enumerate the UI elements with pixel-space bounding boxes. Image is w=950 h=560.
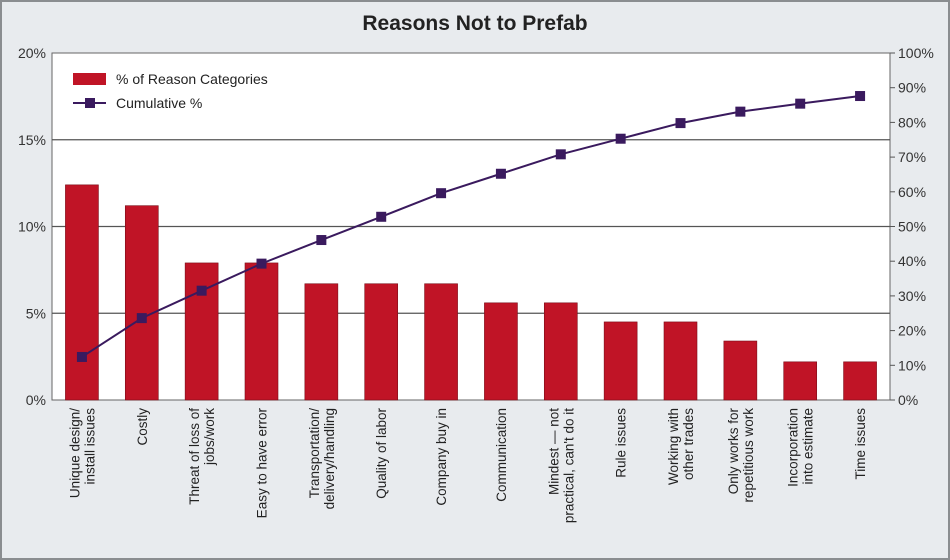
cumulative-marker xyxy=(735,106,746,117)
right-tick-label: 80% xyxy=(898,114,926,130)
cumulative-marker xyxy=(436,188,447,199)
x-tick-label: Costly xyxy=(135,408,150,446)
right-tick-label: 20% xyxy=(898,323,926,339)
x-tick-label: other trades xyxy=(681,408,696,480)
cumulative-line xyxy=(81,95,861,358)
x-tick-label: Only works for xyxy=(726,408,741,495)
left-tick-label: 0% xyxy=(26,392,46,408)
bar xyxy=(723,340,758,401)
x-tick-label: jobs/work xyxy=(202,408,217,466)
x-tick-label: Mindest — not xyxy=(546,408,561,495)
legend-marker-swatch xyxy=(85,98,95,108)
cumulative-marker xyxy=(136,313,147,324)
cumulative-marker xyxy=(376,211,387,222)
right-tick-label: 40% xyxy=(898,253,926,269)
cumulative-marker xyxy=(256,258,267,269)
legend-line-label: Cumulative % xyxy=(116,95,202,111)
x-tick-label: repetitious work xyxy=(741,408,756,503)
left-tick-label: 20% xyxy=(18,45,46,61)
chart-title: Reasons Not to Prefab xyxy=(362,12,588,35)
x-tick-label: into estimate xyxy=(801,408,816,485)
x-tick-label: Working with xyxy=(666,408,681,485)
x-tick-label: delivery/handling xyxy=(322,408,337,509)
x-tick-label: Incorporation xyxy=(786,408,801,487)
cumulative-marker xyxy=(555,149,566,160)
bar xyxy=(783,361,818,401)
cumulative-marker xyxy=(196,285,207,296)
cumulative-marker xyxy=(855,91,866,102)
bar xyxy=(843,361,877,401)
x-tick-label: Unique design/ xyxy=(67,408,82,498)
bar xyxy=(484,302,518,401)
x-tick-label: Communication xyxy=(494,408,509,502)
left-tick-label: 5% xyxy=(26,305,46,321)
bar xyxy=(184,262,219,401)
bar xyxy=(244,262,279,401)
x-tick-label: Company buy in xyxy=(434,408,449,506)
cumulative-marker xyxy=(316,235,327,246)
x-tick-label: Rule issues xyxy=(614,408,629,478)
x-tick-label: Easy to have error xyxy=(255,408,270,519)
cumulative-marker xyxy=(615,133,626,144)
x-tick-label: Time issues xyxy=(853,408,868,480)
cumulative-marker xyxy=(675,118,686,129)
bar xyxy=(663,321,698,401)
cumulative-marker xyxy=(795,98,806,109)
right-tick-label: 30% xyxy=(898,288,926,304)
cumulative-marker xyxy=(495,168,506,179)
right-tick-label: 70% xyxy=(898,149,926,165)
bar xyxy=(424,283,458,401)
right-tick-label: 90% xyxy=(898,80,926,96)
right-tick-label: 50% xyxy=(898,219,926,235)
bar xyxy=(124,205,159,401)
legend-bar-label: % of Reason Categories xyxy=(116,71,268,87)
right-tick-label: 0% xyxy=(898,392,918,408)
x-tick-label: Threat of loss of xyxy=(187,408,202,505)
bar xyxy=(65,184,99,401)
x-tick-label: Quality of labor xyxy=(374,407,389,498)
bar xyxy=(304,283,339,401)
right-tick-label: 60% xyxy=(898,184,926,200)
x-tick-label: Transportation/ xyxy=(307,408,322,499)
left-tick-label: 15% xyxy=(18,132,46,148)
legend-bar-swatch xyxy=(73,73,106,85)
right-tick-label: 10% xyxy=(898,357,926,373)
right-tick-label: 100% xyxy=(898,45,934,61)
x-tick-label: practical, can't do it xyxy=(561,408,576,523)
cumulative-marker xyxy=(76,351,87,362)
bar xyxy=(364,283,399,401)
left-tick-label: 10% xyxy=(18,219,46,235)
bar xyxy=(543,302,578,401)
x-tick-label: install issues xyxy=(82,408,97,485)
bar xyxy=(603,321,638,401)
